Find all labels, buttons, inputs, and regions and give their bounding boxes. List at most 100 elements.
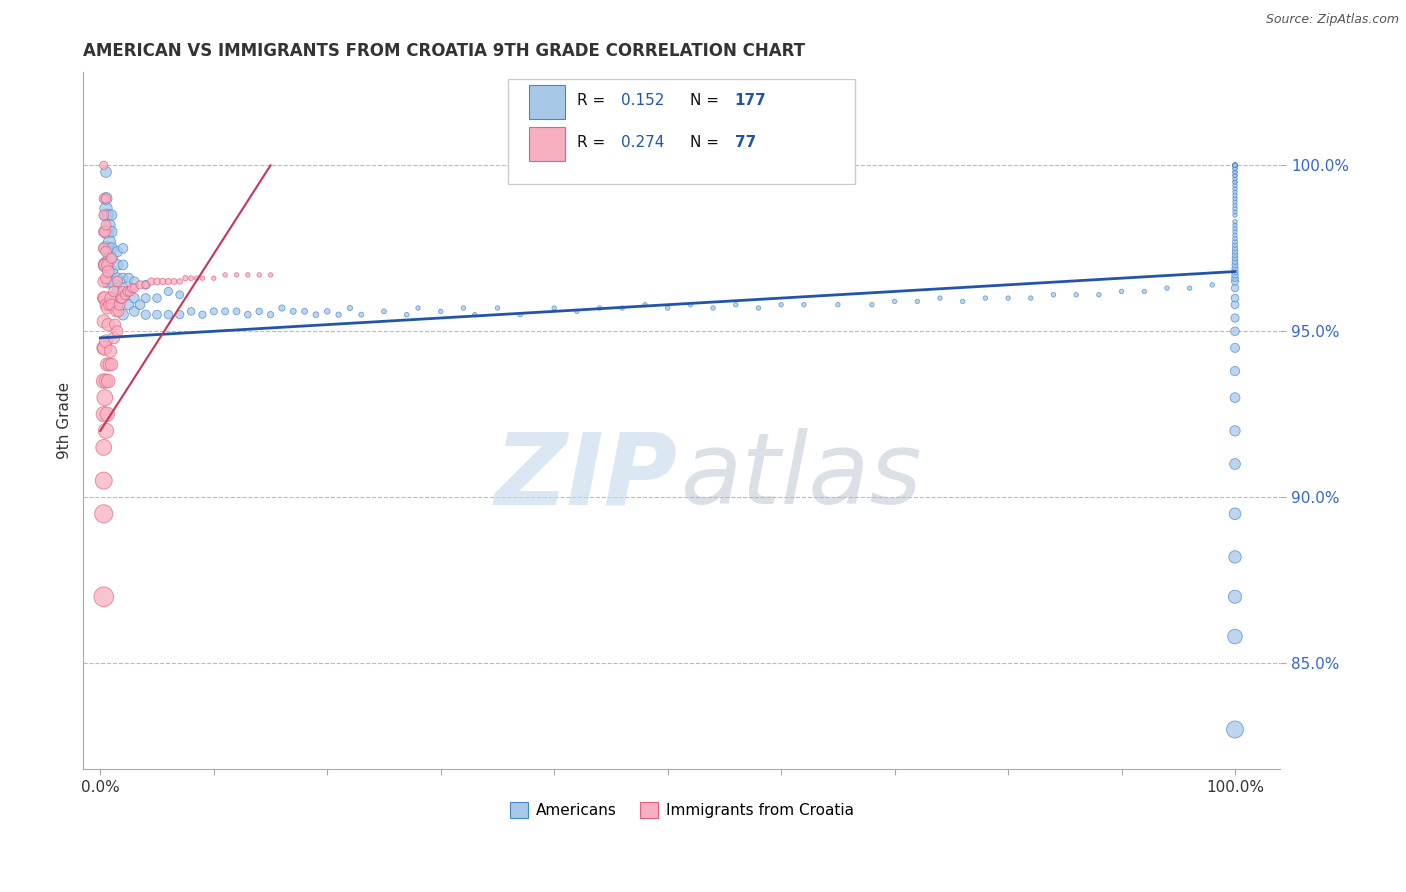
Point <box>105 271 128 285</box>
Point <box>100 358 122 372</box>
Point <box>1223 158 1246 172</box>
Point <box>770 298 793 312</box>
Point <box>100 291 122 305</box>
Point <box>1223 507 1246 521</box>
Point <box>1223 158 1246 172</box>
Point <box>543 301 565 315</box>
Point <box>1223 264 1246 278</box>
Text: 177: 177 <box>734 93 766 108</box>
Point <box>98 218 121 232</box>
Text: ZIP: ZIP <box>495 428 678 525</box>
Point <box>225 268 247 282</box>
Point <box>1223 185 1246 199</box>
Text: R =: R = <box>576 93 610 108</box>
Point <box>100 252 122 266</box>
Point <box>118 285 141 299</box>
Point <box>1223 158 1246 172</box>
Y-axis label: 9th Grade: 9th Grade <box>58 383 72 459</box>
Point <box>1223 218 1246 232</box>
Point <box>94 241 117 255</box>
Point <box>94 374 117 388</box>
Point <box>146 291 169 305</box>
Point <box>1223 457 1246 471</box>
Point <box>294 304 316 318</box>
Point <box>1223 181 1246 195</box>
Point <box>100 275 122 289</box>
Point <box>96 301 118 315</box>
Point <box>1223 175 1246 189</box>
Text: AMERICAN VS IMMIGRANTS FROM CROATIA 9TH GRADE CORRELATION CHART: AMERICAN VS IMMIGRANTS FROM CROATIA 9TH … <box>83 42 806 60</box>
Point <box>236 268 259 282</box>
Point <box>94 258 117 272</box>
Point <box>124 281 146 295</box>
Point <box>827 298 849 312</box>
Point <box>117 285 139 299</box>
Point <box>94 291 117 305</box>
Point <box>124 291 146 305</box>
Point <box>259 268 281 282</box>
Point <box>129 277 152 292</box>
Point <box>1133 285 1156 299</box>
Point <box>1223 215 1246 229</box>
Point <box>1223 204 1246 219</box>
Point <box>94 192 117 206</box>
Point <box>94 192 117 206</box>
FancyBboxPatch shape <box>529 85 565 120</box>
Point <box>1223 158 1246 172</box>
Point <box>724 298 747 312</box>
Point <box>1201 277 1223 292</box>
Point <box>1223 178 1246 193</box>
Point <box>1223 194 1246 209</box>
Point <box>93 474 115 488</box>
Point <box>1223 158 1246 172</box>
Point <box>1178 281 1201 295</box>
Point <box>395 308 418 322</box>
Point <box>236 308 259 322</box>
Point <box>1156 281 1178 295</box>
Point <box>111 291 134 305</box>
Point <box>565 304 588 318</box>
Point <box>105 275 128 289</box>
Point <box>1223 161 1246 176</box>
Point <box>612 301 634 315</box>
Point <box>108 298 131 312</box>
Text: 0.274: 0.274 <box>621 135 664 150</box>
Point <box>93 407 115 421</box>
Point <box>111 281 134 295</box>
Point <box>98 298 121 312</box>
Point <box>118 285 141 299</box>
Point <box>146 275 169 289</box>
Point <box>94 225 117 239</box>
Point <box>225 304 247 318</box>
Point <box>96 358 118 372</box>
Point <box>1223 231 1246 245</box>
Point <box>1223 202 1246 216</box>
Point <box>997 291 1019 305</box>
Point <box>202 304 225 318</box>
Point <box>121 281 143 295</box>
Point <box>93 225 115 239</box>
Point <box>97 258 120 272</box>
Point <box>1223 227 1246 242</box>
Point <box>191 271 214 285</box>
Point <box>1223 169 1246 183</box>
Point <box>270 301 292 315</box>
Point <box>111 308 134 322</box>
Point <box>1223 221 1246 235</box>
Point <box>93 158 115 172</box>
Point <box>104 318 127 332</box>
Point <box>702 301 724 315</box>
Point <box>1223 158 1246 172</box>
Point <box>486 301 509 315</box>
Point <box>118 271 141 285</box>
Point <box>1223 158 1246 172</box>
Point <box>97 275 120 289</box>
Text: 77: 77 <box>734 135 756 150</box>
Point <box>1223 324 1246 338</box>
Text: 0.152: 0.152 <box>621 93 664 108</box>
Point <box>1223 364 1246 378</box>
Point <box>169 287 191 301</box>
Point <box>202 271 225 285</box>
Point <box>93 208 115 222</box>
Point <box>169 275 191 289</box>
